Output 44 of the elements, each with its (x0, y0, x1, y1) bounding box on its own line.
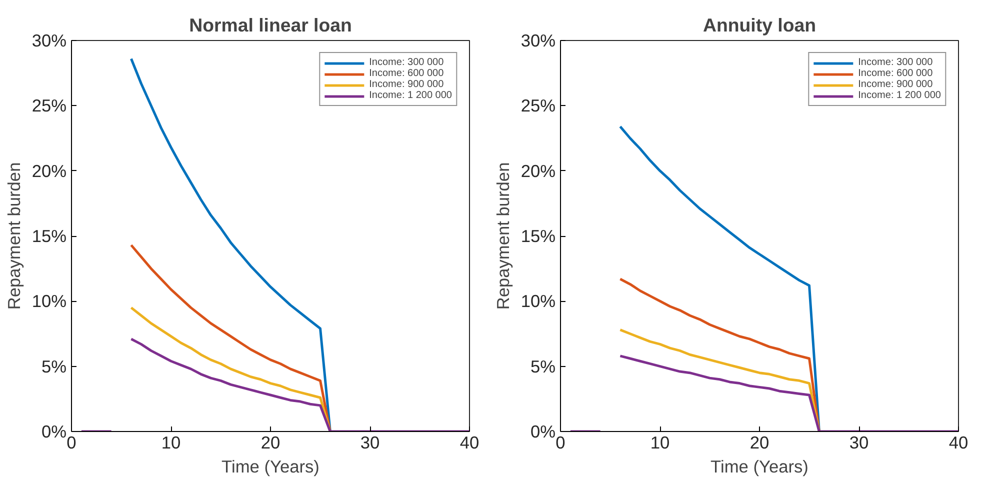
y-tick-label: 0% (41, 422, 66, 442)
y-tick-label: 25% (32, 96, 67, 116)
chart-title: Normal linear loan (189, 14, 352, 36)
x-tick-label: 30 (360, 432, 380, 452)
legend-label: Income: 1 200 000 (369, 90, 452, 101)
x-tick-label: 0 (66, 432, 76, 452)
y-tick-label: 10% (32, 291, 67, 312)
x-tick-label: 20 (750, 432, 770, 452)
y-tick-label: 5% (41, 356, 66, 376)
y-tick-label: 10% (520, 291, 556, 312)
x-axis-title: Time (Years) (222, 456, 320, 476)
line-series (130, 57, 332, 432)
line-series (618, 328, 820, 432)
x-tick-label: 0 (556, 432, 566, 452)
y-tick-label: 5% (530, 356, 556, 376)
x-tick-label: 40 (948, 432, 968, 452)
chart-title: Annuity loan (703, 14, 816, 36)
y-tick-label: 15% (32, 226, 67, 246)
legend-label: Income: 300 000 (369, 57, 444, 68)
legend-label: Income: 1 200 000 (858, 90, 941, 101)
x-tick-label: 30 (849, 432, 869, 452)
y-tick-label: 20% (520, 160, 556, 181)
legend-label: Income: 600 000 (369, 68, 444, 79)
y-tick-label: 30% (32, 30, 67, 50)
line-series (130, 244, 332, 432)
x-tick-label: 20 (260, 432, 280, 452)
y-tick-label: 0% (530, 422, 556, 442)
y-axis-title: Repayment burden (4, 162, 24, 310)
y-tick-label: 20% (32, 160, 67, 181)
y-tick-label: 25% (520, 96, 556, 116)
legend-label: Income: 900 000 (369, 79, 444, 90)
line-series (130, 306, 332, 432)
legend-label: Income: 300 000 (858, 57, 933, 68)
legend-label: Income: 900 000 (858, 79, 933, 90)
x-tick-label: 10 (650, 432, 670, 452)
y-axis-title: Repayment burden (492, 162, 513, 310)
x-tick-label: 40 (460, 432, 480, 452)
legend-label: Income: 600 000 (858, 68, 933, 79)
line-series (618, 125, 820, 432)
y-tick-label: 15% (520, 226, 556, 246)
x-axis-title: Time (Years) (710, 456, 808, 476)
x-tick-label: 10 (161, 432, 181, 452)
line-series (618, 278, 820, 432)
y-tick-label: 30% (520, 30, 556, 50)
